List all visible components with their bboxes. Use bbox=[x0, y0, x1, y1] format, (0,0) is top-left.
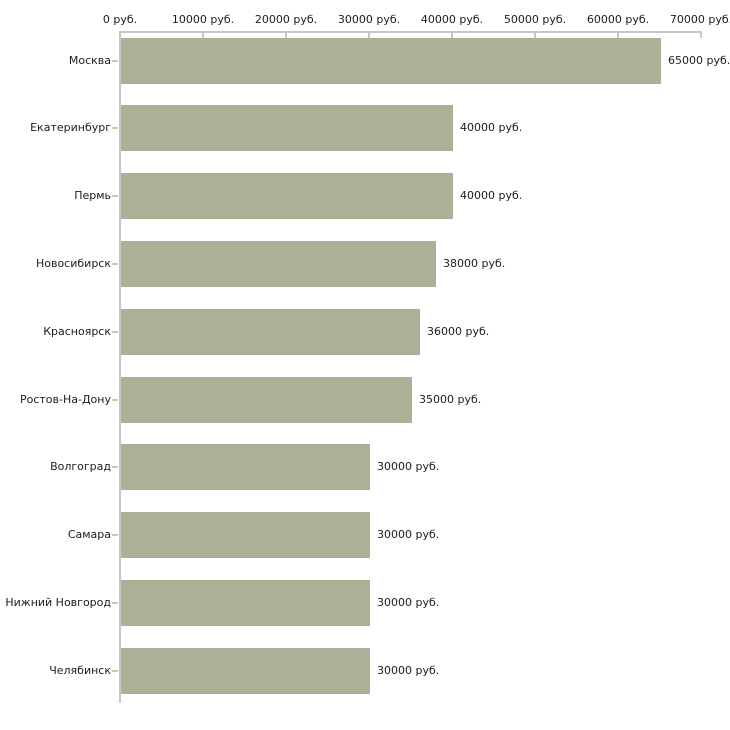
x-tick-mark bbox=[202, 33, 204, 38]
y-tick-mark bbox=[112, 601, 118, 604]
category-label: Самара bbox=[67, 528, 111, 542]
value-label: 38000 руб. bbox=[443, 256, 506, 270]
x-tick-label: 10000 руб. bbox=[171, 13, 235, 26]
x-tick-label: 40000 руб. bbox=[420, 13, 484, 26]
bar bbox=[121, 376, 412, 423]
bar bbox=[121, 647, 370, 694]
y-tick-mark bbox=[112, 466, 118, 469]
x-tick-mark bbox=[285, 33, 287, 38]
value-label: 30000 руб. bbox=[377, 595, 440, 609]
category-label: Пермь bbox=[74, 189, 111, 203]
y-tick-mark bbox=[112, 195, 118, 198]
x-tick-label: 60000 руб. bbox=[586, 13, 650, 26]
x-axis-line bbox=[119, 31, 702, 33]
bar bbox=[121, 308, 420, 355]
x-tick-label: 0 руб. bbox=[102, 13, 138, 26]
value-label: 30000 руб. bbox=[377, 460, 440, 474]
value-label: 40000 руб. bbox=[460, 121, 523, 135]
y-tick-mark bbox=[112, 262, 118, 265]
x-tick-mark bbox=[451, 33, 453, 38]
bar bbox=[121, 173, 453, 220]
category-label: Екатеринбург bbox=[30, 121, 111, 135]
category-label: Новосибирск bbox=[35, 256, 111, 270]
x-tick-label: 70000 руб. bbox=[669, 13, 730, 26]
x-tick-label: 20000 руб. bbox=[254, 13, 318, 26]
category-label: Нижний Новгород bbox=[5, 595, 111, 609]
value-label: 30000 руб. bbox=[377, 528, 440, 542]
category-label: Москва bbox=[68, 53, 111, 67]
x-tick-label: 30000 руб. bbox=[337, 13, 401, 26]
value-label: 35000 руб. bbox=[419, 392, 482, 406]
bar bbox=[121, 579, 370, 626]
bar bbox=[121, 37, 661, 84]
y-tick-mark bbox=[112, 669, 118, 672]
y-tick-mark bbox=[112, 398, 118, 401]
category-label: Челябинск bbox=[49, 663, 111, 677]
y-tick-mark bbox=[112, 127, 118, 130]
value-label: 30000 руб. bbox=[377, 663, 440, 677]
value-label: 36000 руб. bbox=[427, 324, 490, 338]
y-tick-mark bbox=[112, 330, 118, 333]
x-tick-mark bbox=[534, 33, 536, 38]
y-tick-mark bbox=[112, 59, 118, 62]
value-label: 65000 руб. bbox=[668, 53, 730, 67]
bar bbox=[121, 240, 436, 287]
x-tick-mark bbox=[700, 33, 702, 38]
x-tick-mark bbox=[368, 33, 370, 38]
x-tick-label: 50000 руб. bbox=[503, 13, 567, 26]
category-label: Волгоград bbox=[50, 460, 111, 474]
category-label: Ростов-На-Дону bbox=[19, 392, 111, 406]
value-label: 40000 руб. bbox=[460, 189, 523, 203]
category-label: Красноярск bbox=[43, 324, 111, 338]
x-tick-mark bbox=[119, 33, 121, 38]
bar bbox=[121, 105, 453, 152]
bar bbox=[121, 512, 370, 559]
x-tick-mark bbox=[617, 33, 619, 38]
y-tick-mark bbox=[112, 534, 118, 537]
y-axis-line bbox=[119, 31, 121, 703]
bar bbox=[121, 444, 370, 491]
